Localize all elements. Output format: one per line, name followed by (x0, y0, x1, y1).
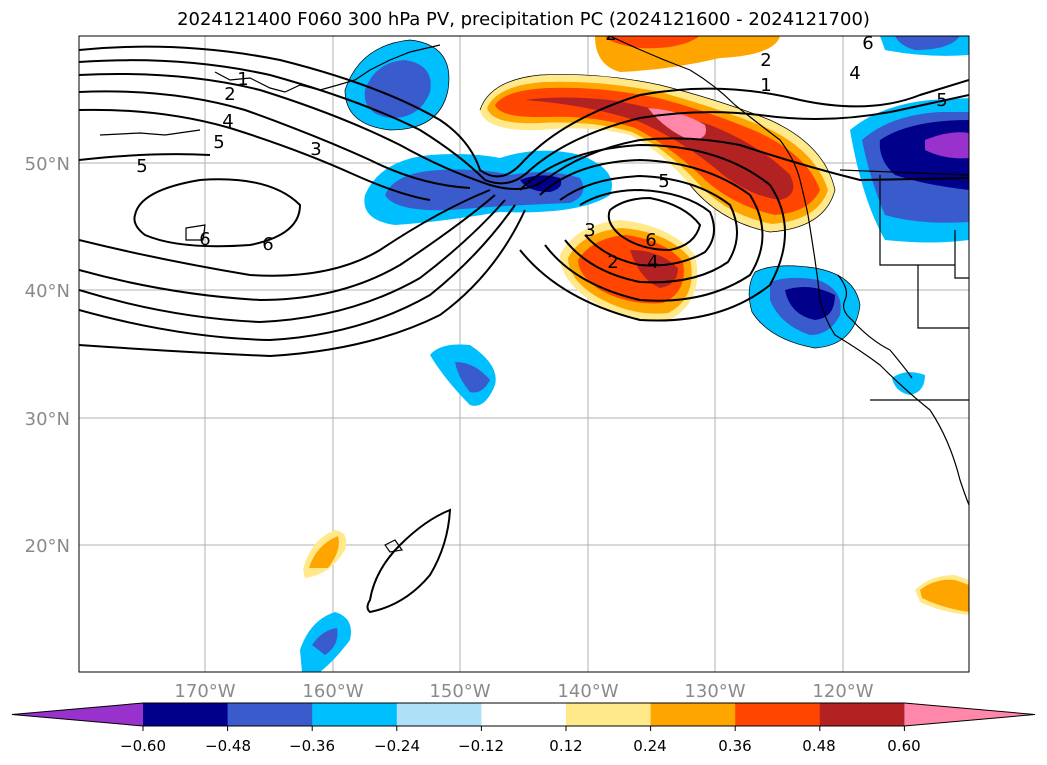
contour-label: 3 (310, 139, 321, 160)
contour-label: 2 (605, 24, 616, 45)
contour-label: 5 (136, 156, 147, 177)
contour-label: 6 (645, 230, 656, 251)
colorbar (11, 702, 1036, 731)
colorbar-tick-label: 0.12 (549, 737, 582, 755)
contour-label: 5 (213, 132, 224, 153)
contour-label: 2 (224, 84, 235, 105)
colorbar-segment (227, 703, 313, 726)
colorbar-tick-label: −0.48 (205, 737, 251, 755)
lon-label: 170°W (174, 681, 235, 702)
pv-contours (79, 45, 969, 614)
pv-contour (79, 204, 516, 342)
colorbar-tick-labels: −0.60 −0.48 −0.36 −0.24 −0.12 0.12 0.24 … (120, 737, 921, 755)
precipitation-shading (300, 36, 969, 672)
colorbar-segment (904, 703, 1035, 726)
contour-label: 4 (849, 63, 860, 84)
pv-contour (79, 194, 496, 302)
pv-contour (133, 178, 302, 248)
pv-contour (79, 209, 526, 358)
lon-label: 120°W (812, 681, 873, 702)
colorbar-tick-label: 0.48 (802, 737, 835, 755)
contour-label: 3 (584, 220, 595, 241)
colorbar-tick-label: 0.36 (718, 737, 751, 755)
colorbar-segment (12, 703, 143, 726)
colorbar-tick-label: 0.60 (887, 737, 920, 755)
contour-label: 2 (607, 252, 618, 273)
colorbar-tick-label: −0.12 (458, 737, 504, 755)
pv-contour (79, 108, 431, 201)
pv-contour (607, 196, 702, 252)
colorbar-tick-label: 0.24 (633, 737, 666, 755)
colorbar-tick-label: −0.24 (374, 737, 420, 755)
colorbar-segment (566, 703, 652, 726)
colorbar-segment (312, 703, 398, 726)
pv-contour (519, 143, 786, 322)
map-area: 1 2 3 4 5 6 1 2 4 5 6 2 4 6 3 5 6 5 2 (79, 24, 969, 672)
pv-contour (79, 45, 969, 178)
precip-zero-contours (344, 39, 861, 349)
lat-label: 40°N (25, 281, 70, 302)
lon-label: 150°W (429, 681, 490, 702)
contour-label: 5 (936, 90, 947, 111)
contour-label: 1 (760, 75, 771, 96)
lat-label: 20°N (25, 536, 70, 557)
colorbar-tick-label: −0.60 (120, 737, 166, 755)
pv-contour (559, 174, 738, 284)
colorbar-segment (143, 703, 229, 726)
pv-contour (79, 199, 506, 324)
contour-label: 6 (199, 229, 210, 250)
contour-label: 1 (237, 69, 248, 90)
map-frame (78, 35, 970, 673)
pv-contour (79, 90, 471, 189)
colorbar-segment (735, 703, 821, 726)
pv-contour (579, 188, 715, 267)
pv-contour (539, 158, 764, 302)
lon-label: 160°W (302, 681, 363, 702)
pv-contour (79, 73, 969, 190)
pv-contour (366, 508, 452, 614)
colorbar-segment (819, 703, 905, 726)
pv-contour (79, 59, 969, 185)
colorbar-segment (481, 703, 567, 726)
lat-label: 50°N (25, 154, 70, 175)
longitude-labels: 170°W 160°W 150°W 140°W 130°W 120°W (174, 681, 873, 702)
colorbar-segment (396, 703, 482, 726)
map-title: 2024121400 F060 300 hPa PV, precipitatio… (177, 9, 870, 30)
colorbar-segment (650, 703, 736, 726)
lon-label: 140°W (557, 681, 618, 702)
contour-label: 6 (862, 33, 873, 54)
contour-label: 6 (262, 234, 273, 255)
lon-label: 130°W (684, 681, 745, 702)
contour-label: 4 (647, 252, 658, 273)
contour-label: 4 (222, 111, 233, 132)
colorbar-tick-label: −0.36 (289, 737, 335, 755)
pv-contour (79, 189, 491, 277)
contour-label: 5 (658, 171, 669, 192)
contour-label: 2 (760, 50, 771, 71)
pv-contour-labels: 1 2 3 4 5 6 1 2 4 5 6 2 4 6 3 5 6 5 2 (136, 24, 947, 273)
pv-contour (79, 153, 211, 161)
coastlines (99, 36, 969, 553)
lat-label: 30°N (25, 409, 70, 430)
latitude-labels: 50°N 40°N 30°N 20°N (25, 154, 70, 557)
